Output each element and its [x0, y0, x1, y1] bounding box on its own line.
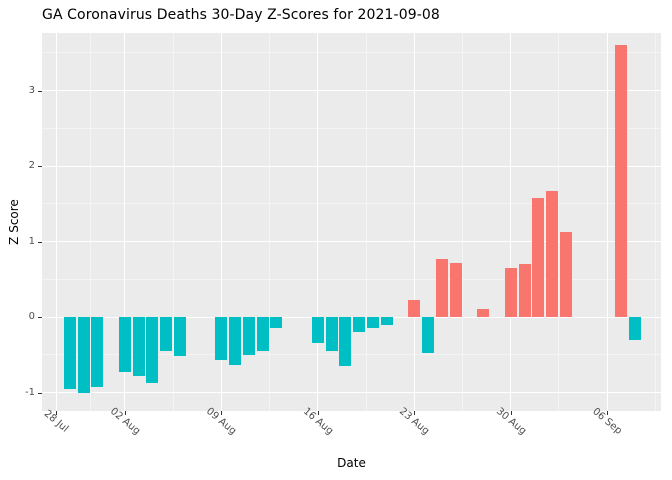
- bar: [449, 262, 462, 317]
- x-tick-mark: [56, 411, 57, 415]
- gridline-minor-h: [42, 128, 661, 129]
- gridline-major-h: [42, 90, 661, 91]
- gridline-major-v: [510, 33, 511, 411]
- gridline-major-v: [317, 33, 318, 411]
- y-tick-label: 3: [28, 84, 35, 96]
- bar: [311, 317, 324, 344]
- bar: [174, 317, 187, 357]
- y-tick-mark: [38, 166, 42, 167]
- gridline-major-h: [42, 241, 661, 242]
- gridline-minor-v: [173, 33, 174, 411]
- bar: [325, 317, 338, 351]
- y-tick-mark: [38, 241, 42, 243]
- gridline-minor-v: [90, 33, 91, 411]
- gridline-minor-h: [42, 52, 661, 53]
- gridline-minor-v: [366, 33, 367, 411]
- bar: [628, 317, 641, 340]
- x-tick-mark: [607, 411, 609, 415]
- gridline-major-v: [607, 33, 608, 411]
- plot-panel: [42, 33, 661, 411]
- bar: [339, 317, 352, 367]
- bar: [118, 317, 131, 373]
- gridline-minor-h: [42, 279, 661, 280]
- y-tick-label: 0: [28, 311, 35, 322]
- bar: [408, 300, 421, 317]
- bar: [504, 267, 517, 317]
- y-tick-mark: [38, 317, 42, 318]
- gridline-major-v: [56, 33, 57, 411]
- x-tick-mark: [124, 411, 126, 415]
- bar: [518, 264, 531, 317]
- bar: [91, 317, 104, 388]
- gridline-minor-h: [42, 203, 661, 204]
- gridline-minor-v: [558, 33, 559, 411]
- bar: [160, 317, 173, 351]
- gridline-major-h: [42, 392, 661, 393]
- bar: [366, 317, 379, 329]
- bar: [435, 258, 448, 317]
- gridline-major-v: [414, 33, 415, 411]
- bar: [215, 317, 228, 361]
- bar: [77, 317, 90, 393]
- bar: [422, 317, 435, 354]
- bar: [270, 317, 283, 329]
- y-tick-mark: [38, 392, 42, 394]
- gridline-minor-h: [42, 354, 661, 355]
- chart-title: GA Coronavirus Deaths 30-Day Z-Scores fo…: [42, 7, 440, 23]
- y-tick-label: -1: [25, 386, 35, 398]
- y-tick-label: 2: [28, 160, 35, 171]
- gridline-major-v: [221, 33, 222, 411]
- bar: [229, 317, 242, 365]
- bar: [532, 197, 545, 317]
- y-tick-mark: [38, 90, 42, 92]
- bar: [614, 45, 627, 317]
- y-tick-label: 1: [28, 235, 35, 247]
- gridline-major-h: [42, 317, 661, 318]
- x-tick-mark: [510, 411, 512, 415]
- gridline-minor-v: [462, 33, 463, 411]
- bar: [559, 232, 572, 317]
- x-axis-title: Date: [337, 456, 366, 470]
- x-tick-mark: [414, 411, 416, 415]
- gridline-major-h: [42, 166, 661, 167]
- gridline-minor-v: [655, 33, 656, 411]
- bar: [546, 190, 559, 317]
- bar: [256, 317, 269, 351]
- x-tick-mark: [221, 411, 223, 415]
- gridline-major-v: [124, 33, 125, 411]
- bar: [380, 317, 393, 325]
- bar: [242, 317, 255, 355]
- bar: [477, 309, 490, 317]
- x-tick-mark: [317, 411, 319, 415]
- bar: [63, 317, 76, 389]
- bar: [132, 317, 145, 376]
- gridline-minor-v: [269, 33, 270, 411]
- bar: [146, 317, 159, 383]
- bar: [353, 317, 366, 333]
